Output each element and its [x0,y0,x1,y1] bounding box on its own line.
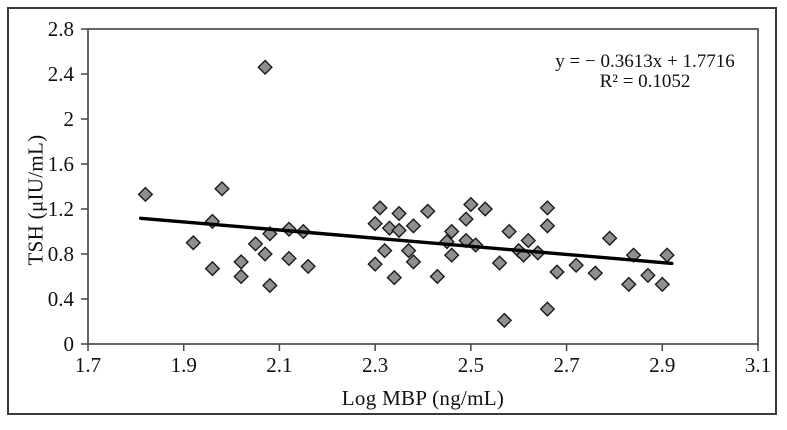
data-point-marker [300,258,316,275]
data-point-marker [185,234,202,251]
data-point-marker [386,269,403,286]
data-point-marker [204,260,221,277]
trendline [138,216,674,266]
data-point-marker [247,236,264,252]
x-tick-label: 2.5 [458,353,484,377]
figure-border [7,7,777,415]
data-point-marker [640,267,656,284]
data-point-marker [372,200,388,216]
data-point-marker [539,218,556,234]
x-tick-label: 2.3 [362,353,388,377]
x-tick-label: 2.7 [553,353,579,377]
y-tick-label: 2.4 [48,62,75,86]
data-point-marker [233,254,249,270]
data-point-marker [625,247,642,263]
data-point-marker [257,59,273,76]
x-axis-title: Log MBP (ng/mL) [341,386,505,410]
plot-area [87,28,759,345]
data-point-marker [391,205,407,222]
data-point-marker [257,246,273,262]
x-tick-label: 2.9 [649,353,675,377]
data-point-marker [458,211,474,227]
trendline-equation-line: y = − 0.3613x + 1.7716 [555,51,735,72]
y-axis-title: TSH (μIU/mL) [23,134,48,266]
trendline-equation: y = − 0.3613x + 1.7716 R² = 0.1052 [545,52,745,92]
data-point-marker [443,247,460,263]
data-point-marker [520,232,537,249]
x-tick-label: 2.1 [266,353,292,377]
data-point-marker [214,180,230,197]
data-point-marker [429,268,446,285]
data-point-marker [137,186,154,203]
data-point-marker [233,268,249,285]
data-point-marker [659,247,675,263]
y-tick-label: 2.8 [48,17,74,41]
y-tick-label: 0.4 [48,287,75,311]
data-point-marker [549,264,565,280]
y-tick-label: 2 [64,107,75,131]
y-tick-label: 1.2 [48,197,74,221]
data-point-marker [443,223,460,240]
r-squared-value: R² = 0.1052 [599,71,691,92]
data-point-marker [477,201,494,217]
x-tick-label: 1.9 [171,353,197,377]
data-point-marker [281,250,297,267]
y-tick-label: 1.6 [48,152,74,176]
data-point-marker [405,254,422,270]
data-point-marker [539,301,556,317]
data-point-marker [463,196,479,213]
x-tick-label: 1.7 [75,353,101,377]
data-point-marker [367,256,383,272]
data-point-marker [568,257,584,274]
data-point-marker [405,218,422,234]
data-point-marker [539,200,556,216]
data-point-marker [400,242,417,259]
data-point-marker [601,230,618,247]
data-point-marker [467,237,484,253]
data-point-marker [496,312,513,329]
y-tick-label: 0 [64,332,75,356]
y-tick-label: 0.8 [48,242,74,266]
data-point-marker [587,265,604,281]
data-point-marker [491,255,508,271]
x-tick-label: 3.1 [745,353,771,377]
data-point-marker [262,277,278,294]
data-point-marker [654,276,671,293]
data-point-marker [501,223,517,240]
data-point-marker [367,215,383,232]
data-point-marker [419,203,436,220]
data-point-marker [620,276,637,293]
data-point-marker [391,222,407,239]
data-point-marker [376,242,393,259]
